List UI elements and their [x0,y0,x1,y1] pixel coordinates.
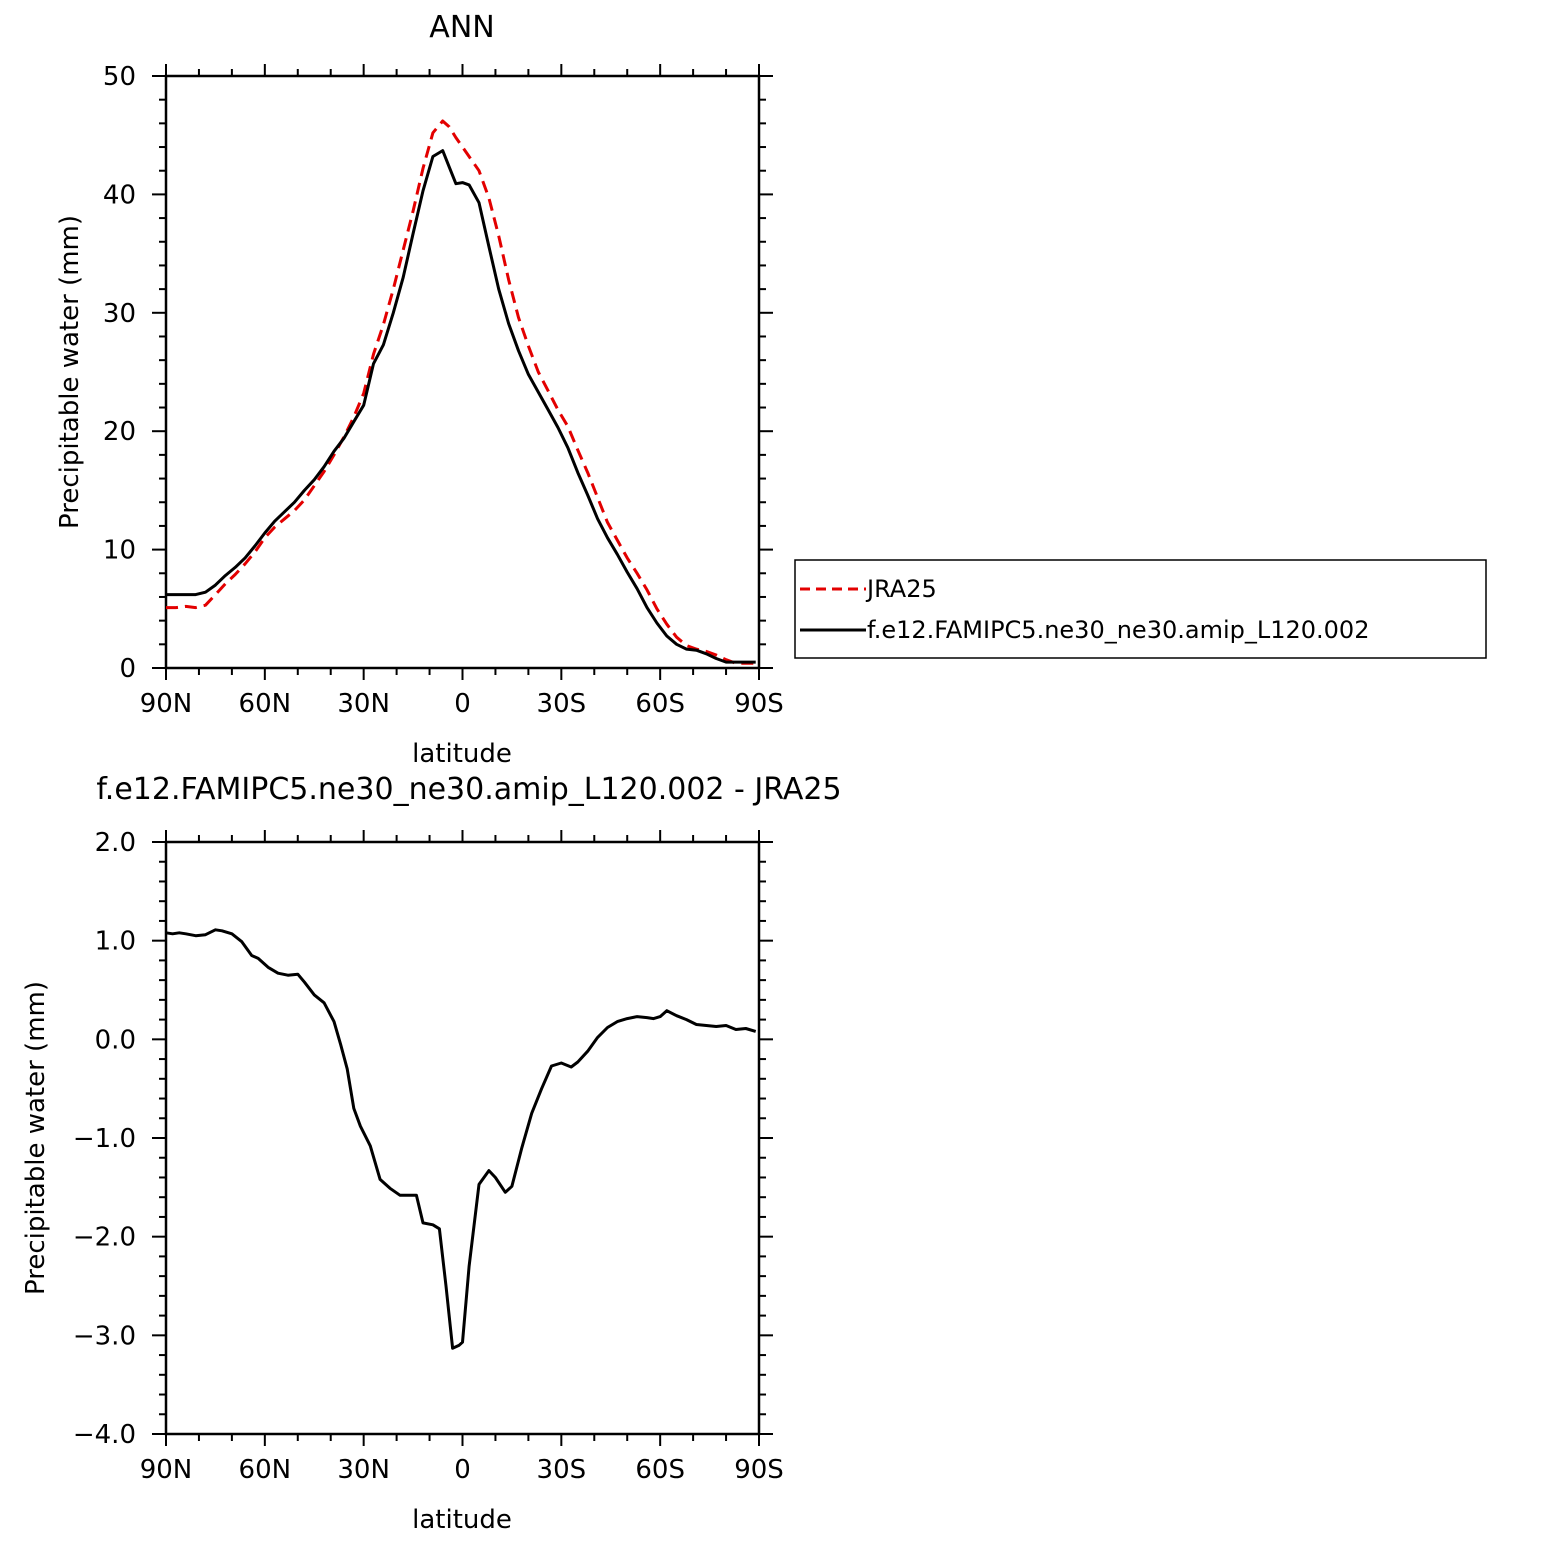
top-series-line-1 [166,149,756,664]
top-y-tick-label: 20 [103,417,136,447]
bottom-y-tick-label: 2.0 [95,828,136,858]
top-x-tick-label: 30S [537,689,587,719]
top-x-tick-label: 60N [239,689,292,719]
top-chart-ticks [152,64,773,680]
top-y-tick-label: 40 [103,180,136,210]
bottom-x-tick-label: 30S [537,1455,587,1485]
bottom-series-line-0 [165,928,757,1350]
bottom-chart-x-tick-labels: 90N 60N 30N 0 30S 60S 90S [140,1455,784,1485]
bottom-chart-series [165,928,757,1350]
bottom-x-tick-label: 0 [454,1455,471,1485]
bottom-y-tick-label: −2.0 [73,1223,136,1253]
bottom-chart-y-axis-label: Precipitable water (mm) [21,981,51,1295]
bottom-y-tick-label: −3.0 [73,1321,136,1351]
top-chart: ANN 90N 60N 30N 0 30S 60S 90S 0 10 20 30 40 50 lati… [55,10,784,769]
top-chart-y-axis-label: Precipitable water (mm) [55,215,85,529]
top-series-line-0 [166,119,756,665]
bottom-x-tick-label: 60N [239,1455,292,1485]
top-x-tick-label: 30N [337,689,390,719]
bottom-y-tick-label: −1.0 [73,1124,136,1154]
top-chart-series [166,119,756,665]
top-y-tick-label: 30 [103,299,136,329]
bottom-chart-y-tick-labels: −4.0 −3.0 −2.0 −1.0 0.0 1.0 2.0 [73,828,136,1450]
legend-box [794,559,1487,659]
legend: JRA25 f.e12.FAMIPC5.ne30_ne30.amip_L120.… [794,559,1487,659]
bottom-x-tick-label: 30N [337,1455,390,1485]
top-y-tick-label: 10 [103,536,136,566]
top-chart-title: ANN [429,10,494,45]
bottom-y-tick-label: 1.0 [95,927,136,957]
legend-label-jra25: JRA25 [865,575,937,603]
bottom-y-tick-label: 0.0 [95,1025,136,1055]
bottom-chart-ticks [152,830,773,1446]
bottom-chart-plot-frame [164,840,761,1436]
top-y-tick-label: 0 [119,654,136,684]
top-chart-x-tick-labels: 90N 60N 30N 0 30S 60S 90S [140,689,784,719]
bottom-chart-x-axis-label: latitude [412,1505,512,1535]
top-chart-x-axis-label: latitude [412,739,512,769]
bottom-x-tick-label: 60S [635,1455,685,1485]
legend-label-model: f.e12.FAMIPC5.ne30_ne30.amip_L120.002 [867,616,1369,644]
top-y-tick-label: 50 [103,62,136,92]
top-chart-plot-frame [164,74,761,670]
bottom-y-tick-label: −4.0 [73,1420,136,1450]
top-x-tick-label: 60S [635,689,685,719]
top-x-tick-label: 90S [734,689,784,719]
top-chart-y-tick-labels: 0 10 20 30 40 50 [103,62,136,684]
bottom-chart: f.e12.FAMIPC5.ne30_ne30.amip_L120.002 - … [21,772,842,1535]
top-x-tick-label: 90N [140,689,193,719]
bottom-chart-title: f.e12.FAMIPC5.ne30_ne30.amip_L120.002 - … [96,772,841,807]
bottom-x-tick-label: 90S [734,1455,784,1485]
top-x-tick-label: 0 [454,689,471,719]
bottom-x-tick-label: 90N [140,1455,193,1485]
